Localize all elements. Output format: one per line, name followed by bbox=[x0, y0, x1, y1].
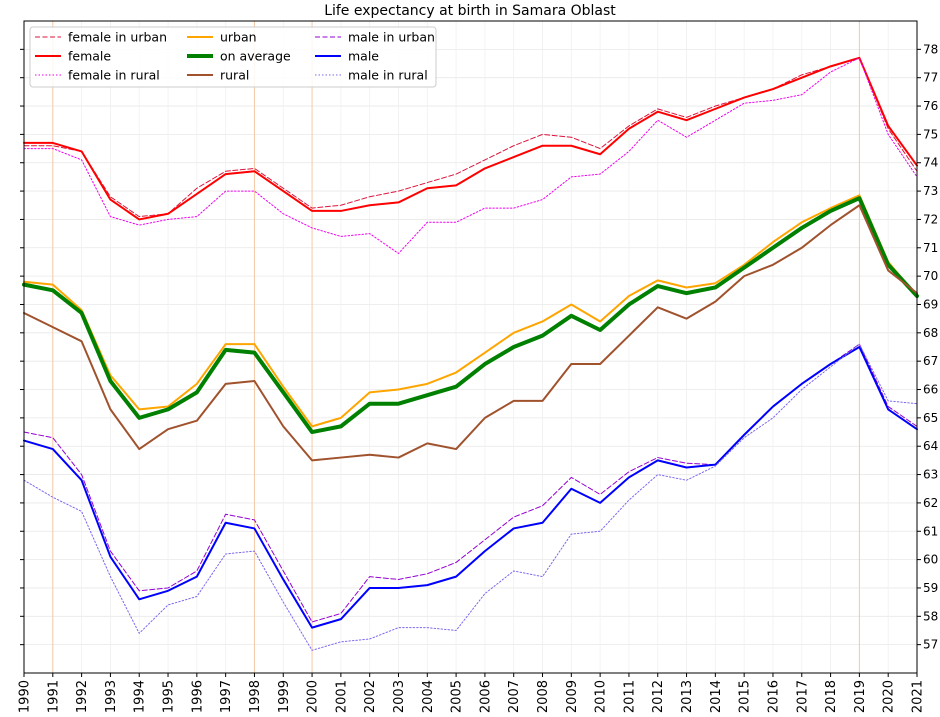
x-tick-label: 1991 bbox=[46, 680, 61, 713]
series-layer bbox=[22, 56, 919, 651]
series-line-male-in-rural bbox=[23, 343, 918, 651]
x-tick-label: 1999 bbox=[277, 680, 292, 713]
x-tick-label: 2015 bbox=[738, 680, 753, 713]
y-tick-label: 61 bbox=[923, 524, 938, 538]
x-tick-label: 1997 bbox=[219, 680, 234, 713]
x-tick-label: 2010 bbox=[594, 680, 609, 713]
x-tick-label: 2000 bbox=[306, 680, 321, 713]
legend-label: male bbox=[348, 49, 379, 64]
series-line-male-in-urban bbox=[23, 343, 918, 623]
x-tick-label: 2014 bbox=[709, 680, 724, 713]
x-tick-label: 2020 bbox=[882, 680, 897, 713]
x-tick-label: 2006 bbox=[478, 680, 493, 713]
x-tick-label: 1998 bbox=[248, 680, 263, 713]
legend-label: female in urban bbox=[68, 30, 167, 45]
x-tick-label: 1994 bbox=[133, 680, 148, 713]
y-tick-label: 66 bbox=[923, 383, 938, 397]
y-tick-label: 68 bbox=[923, 326, 938, 340]
legend-label: male in urban bbox=[348, 30, 435, 45]
x-tick-label: 1996 bbox=[190, 680, 205, 713]
plot-frame bbox=[23, 20, 918, 674]
legend: female in urban female female in rural urba… bbox=[29, 26, 437, 88]
y-tick-label: 64 bbox=[923, 439, 938, 453]
x-tick-label: 2013 bbox=[680, 680, 695, 713]
x-tick-label: 1993 bbox=[104, 680, 119, 713]
legend-label: female in rural bbox=[68, 68, 160, 83]
series-line-female-in-rural bbox=[23, 57, 918, 254]
y-tick-label: 69 bbox=[923, 297, 938, 311]
x-tick-label: 2016 bbox=[766, 680, 781, 713]
legend-label: male in rural bbox=[348, 68, 428, 83]
x-tick-label: 2008 bbox=[536, 680, 551, 713]
y-tick-label: 60 bbox=[923, 553, 938, 567]
x-tick-label: 2005 bbox=[450, 680, 465, 713]
x-tick-label: 2009 bbox=[565, 680, 580, 713]
y-tick-label: 76 bbox=[923, 99, 938, 113]
y-tick-label: 57 bbox=[923, 638, 938, 652]
x-tick-label: 2012 bbox=[651, 680, 666, 713]
y-tick-label: 63 bbox=[923, 468, 938, 482]
y-tick-label: 67 bbox=[923, 354, 938, 368]
x-tick-label: 2001 bbox=[334, 680, 349, 713]
y-tick-label: 74 bbox=[923, 156, 938, 170]
y-tick-label: 62 bbox=[923, 496, 938, 510]
y-tick-label: 72 bbox=[923, 212, 938, 226]
x-tick-label: 2017 bbox=[795, 680, 810, 713]
grid-layer bbox=[23, 21, 918, 673]
legend-label: on average bbox=[220, 49, 291, 64]
series-line-female bbox=[23, 56, 918, 221]
x-tick-label: 1990 bbox=[18, 680, 33, 713]
chart-title: Life expectancy at birth in Samara Oblas… bbox=[324, 3, 616, 19]
y-tick-label: 58 bbox=[923, 609, 938, 623]
y-tick-label: 73 bbox=[923, 184, 938, 198]
y-tick-label: 70 bbox=[923, 269, 938, 283]
legend-box bbox=[29, 26, 437, 88]
x-tick-label: 2021 bbox=[911, 680, 926, 713]
series-line-rural bbox=[23, 204, 918, 462]
ticks-layer: 57 58 59 60 61 62 63 64 65 66 67 68 69 70 71 72 73 74 75 76… bbox=[18, 42, 939, 713]
y-tick-label: 59 bbox=[923, 581, 938, 595]
legend-label: rural bbox=[220, 68, 249, 83]
x-tick-label: 1995 bbox=[162, 680, 177, 713]
y-tick-label: 65 bbox=[923, 411, 938, 425]
x-tick-label: 2004 bbox=[421, 680, 436, 713]
legend-label: urban bbox=[220, 30, 257, 45]
y-tick-label: 78 bbox=[923, 42, 938, 56]
series-line-on-average bbox=[22, 196, 919, 435]
series-line-urban bbox=[23, 194, 918, 428]
y-tick-label: 75 bbox=[923, 127, 938, 141]
x-tick-label: 2019 bbox=[853, 680, 868, 713]
x-tick-label: 1992 bbox=[75, 680, 90, 713]
x-tick-label: 2003 bbox=[392, 680, 407, 713]
y-tick-label: 77 bbox=[923, 71, 938, 85]
x-tick-label: 2002 bbox=[363, 680, 378, 713]
y-tick-label: 71 bbox=[923, 241, 938, 255]
x-tick-label: 2018 bbox=[824, 680, 839, 713]
x-tick-label: 2011 bbox=[622, 680, 637, 713]
legend-label: female bbox=[68, 49, 111, 64]
x-tick-label: 2007 bbox=[507, 680, 522, 713]
series-line-male bbox=[23, 346, 918, 629]
